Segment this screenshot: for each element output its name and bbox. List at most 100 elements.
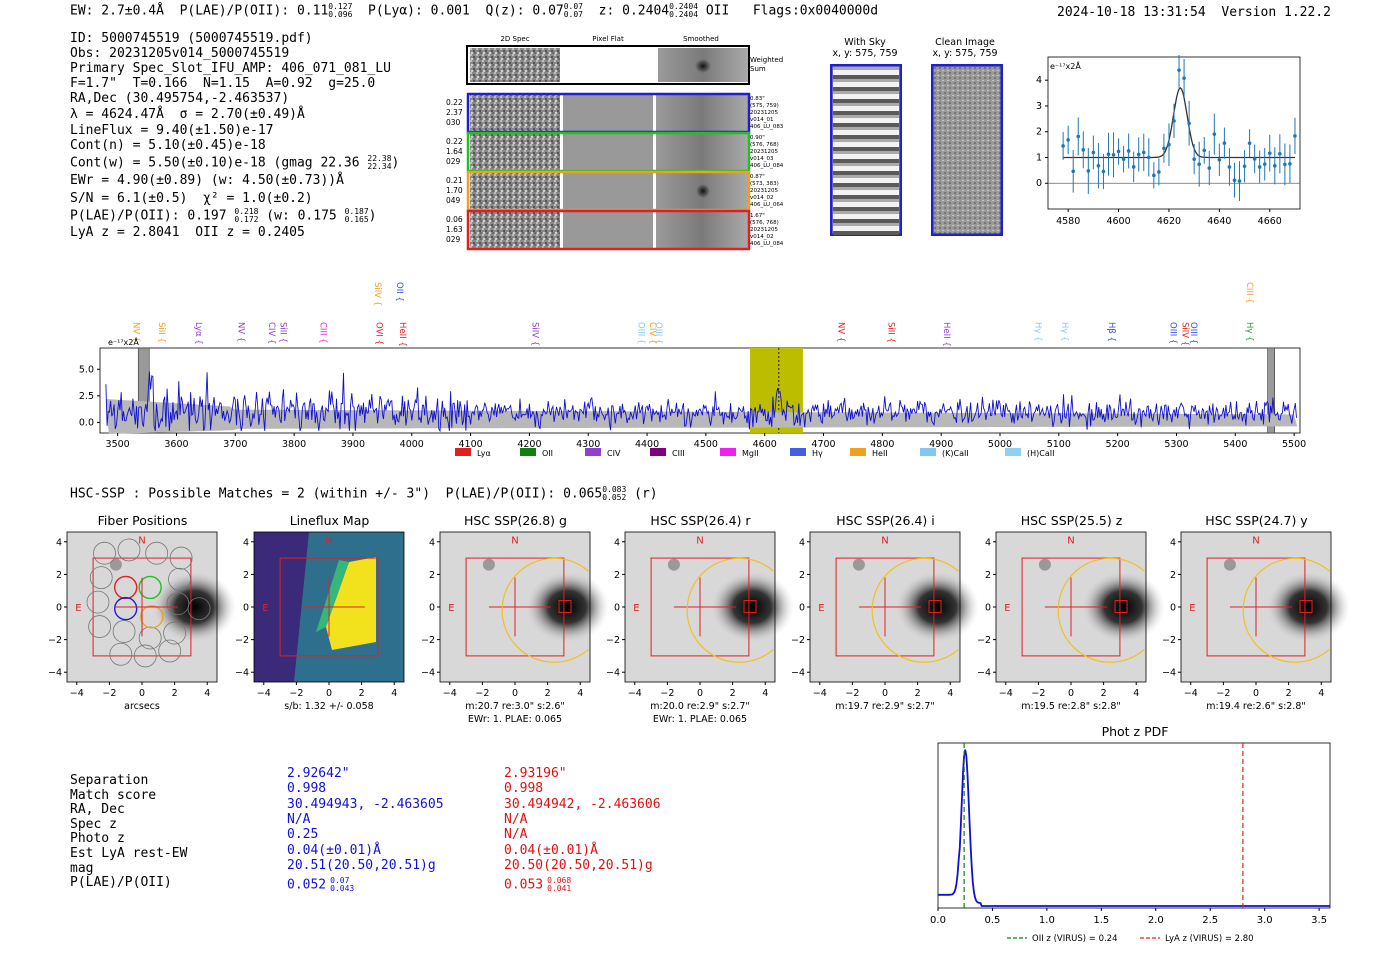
hsc-heading: HSC-SSP : Possible Matches = 2 (within +… [70, 485, 658, 502]
full-xtick: 3600 [164, 439, 188, 450]
cutout-right-label: v014_03 [750, 156, 774, 162]
summary-primary: Primary Spec_Slot_IFU_AMP: 406_071_081_L… [70, 61, 391, 76]
spectral-line-label: HeII { [397, 322, 407, 347]
hsc-xlabel: m:19.7 re:2.9" s:2.7" [835, 701, 935, 712]
zoom-data-point [1121, 157, 1126, 161]
full-xtick: 4400 [635, 439, 659, 450]
full-xtick: 3700 [223, 439, 247, 450]
stat-blue-value: 2.92642" [287, 766, 350, 781]
hsc-ytick: −4 [48, 668, 62, 679]
header-z-line: OII [705, 3, 730, 19]
stat-red-value: N/A [504, 827, 528, 843]
zoom-data-point [1147, 155, 1151, 160]
hsc-xtick: 0 [139, 688, 145, 699]
hsc-xtick: −2 [475, 688, 489, 699]
cutout-right-label: v014_01 [750, 117, 774, 123]
photz-chart: 0.0 0.5 1.0 1.5 2.0 2.5 3.0 3.5 OII z (VIRUS) = … [930, 742, 1331, 944]
zoom-data-point [1106, 152, 1111, 157]
zoom-data-point [1076, 134, 1081, 139]
zoom-data-point [1293, 134, 1297, 138]
zoom-data-point [1141, 150, 1146, 155]
hsc-ytick: −2 [791, 635, 805, 646]
stat-red-value: N/A [504, 811, 528, 827]
clean-image [931, 64, 1003, 236]
cutout-right-label: 406_LU_083 [750, 124, 784, 130]
fiber-circle-highlight [140, 605, 164, 629]
hsc-ytick: 2 [429, 570, 435, 581]
north-label: N [881, 535, 888, 546]
zoom-data-point [1131, 165, 1136, 169]
zoom-data-point [1066, 138, 1070, 142]
zoom-data-point [1101, 169, 1106, 174]
stat-red-value: 2.93196" [504, 766, 567, 781]
hsc-ytick: 0 [1170, 603, 1176, 614]
hsc-ytick: 4 [56, 537, 62, 548]
header-timestamp: 2024-10-18 13:31:54 Version 1.22.2 [1057, 5, 1331, 20]
stat-blue-value: N/A [287, 811, 311, 827]
hsc-xtick: 0 [1253, 688, 1259, 699]
full-xtick: 4900 [929, 439, 953, 450]
hsc-panel-5: HSC SSP(25.5) z N E 4 2 0 −2 −4 −4 −2 0 2 4 m:19.5 re… [964, 510, 1164, 725]
spectral-line-label: SiIV { [529, 322, 539, 346]
cutout-left-label: 029 [446, 157, 461, 166]
zoom-xtick: 4660 [1258, 216, 1282, 227]
spectral-line-label: Hγ { [1032, 322, 1042, 342]
photz-xtick: 0.5 [984, 915, 1000, 926]
stat-blue-value: 30.494943, -2.463605 [287, 796, 444, 812]
cutout-right-label: 0.87" [750, 174, 765, 180]
zoom-data-point [1116, 149, 1121, 154]
east-label: E [75, 603, 81, 614]
zoom-data-point [1096, 163, 1101, 168]
zoom-data-point [1167, 142, 1171, 147]
full-xtick: 5500 [1282, 439, 1306, 450]
cutout-right-label: 406_LU_084 [750, 163, 784, 169]
zoom-data-point [1197, 162, 1201, 167]
with-sky-image [830, 64, 902, 236]
hsc-sublabel: EWr: 1. PLAE: 0.065 [653, 714, 747, 725]
fiber-circle [145, 541, 169, 565]
cutout-left-label: 0.06 [446, 215, 463, 224]
hsc-panel-3: HSC SSP(26.4) r N E 4 2 0 −2 −4 −4 −2 0 2 4 m:20.0 re… [593, 510, 793, 725]
spectral-line-label: NV { [835, 322, 845, 342]
cutout-right-label: (575, 759) [750, 103, 779, 109]
fiber-circle-highlight [113, 575, 138, 600]
hsc-ytick: 2 [56, 570, 62, 581]
cutout-right-label: v014_02 [750, 234, 774, 240]
spectral-line-label: HeII { [941, 322, 951, 347]
legend-entry: (H)CaII [1005, 448, 1054, 458]
zoom-data-point [1152, 173, 1156, 178]
svg-text:LyA z (VIRUS) = 2.80: LyA z (VIRUS) = 2.80 [1165, 934, 1254, 944]
summary-lineflux: LineFlux = 9.40(±1.50)e-17 [70, 123, 274, 138]
zoom-data-point [1247, 141, 1252, 145]
cutout-right-label: (573, 383) [750, 181, 779, 187]
spectral-line-label: CIII { [1244, 282, 1254, 304]
legend-entry: Lyα [455, 448, 491, 458]
stat-blue-value: 0.998 [287, 781, 327, 797]
zoom-data-point [1172, 119, 1176, 123]
hsc-xtick: 0 [882, 688, 888, 699]
hsc-xtick: 2 [730, 688, 736, 699]
fiber-circle [168, 567, 191, 591]
zoom-data-point [1187, 121, 1191, 126]
zoom-data-point [1071, 169, 1075, 174]
hsc-ytick: −4 [421, 668, 435, 679]
full-spectrum-line [105, 371, 1297, 433]
spectral-line-label: CIV { [647, 322, 657, 344]
spectral-line-label: CIII { [318, 322, 328, 344]
hsc-xtick: 2 [915, 688, 921, 699]
zoom-ytick: 4 [1036, 75, 1042, 86]
stat-blue-value: 20.51(20.50,20.51)g [287, 857, 436, 873]
legend-entry: CIII [650, 448, 685, 458]
cutout-right-label: 0.83" [750, 96, 765, 102]
zoom-data-point [1086, 169, 1091, 173]
fiber-circle [93, 541, 116, 565]
svg-text:Lyα: Lyα [477, 449, 491, 458]
full-xtick: 4700 [811, 439, 835, 450]
hsc-xlabel: arcsecs [124, 701, 160, 712]
full-xtick: 4500 [694, 439, 718, 450]
col-title-2dspec: 2D Spec [500, 35, 529, 43]
cutout-right-label: 406_LU_084 [750, 241, 784, 247]
north-label: N [325, 535, 332, 546]
stat-red-value: 0.04(±0.01)Å [504, 842, 598, 858]
